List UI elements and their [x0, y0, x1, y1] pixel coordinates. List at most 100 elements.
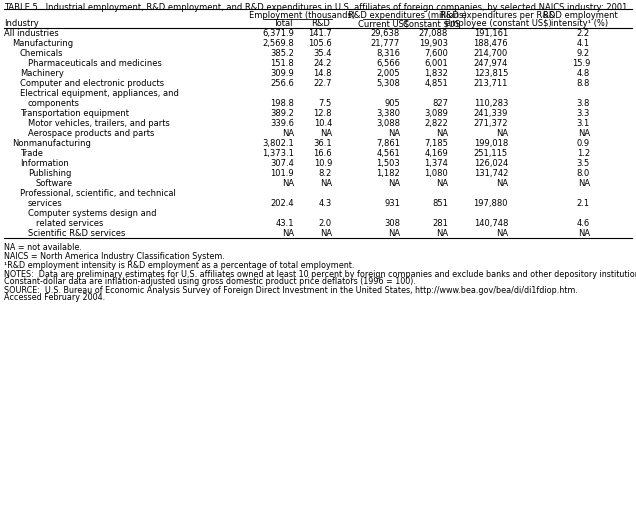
Text: 202.4: 202.4 [270, 199, 294, 208]
Text: R&D employment: R&D employment [543, 11, 618, 20]
Text: 7,600: 7,600 [424, 49, 448, 58]
Text: Nonmanufacturing: Nonmanufacturing [12, 139, 91, 148]
Text: 214,700: 214,700 [474, 49, 508, 58]
Text: 931: 931 [384, 199, 400, 208]
Text: NA: NA [496, 129, 508, 138]
Text: 389.2: 389.2 [270, 109, 294, 118]
Text: 126,024: 126,024 [474, 159, 508, 168]
Text: All industries: All industries [4, 29, 59, 38]
Text: 8.0: 8.0 [577, 169, 590, 178]
Text: 281: 281 [432, 219, 448, 228]
Text: 27,088: 27,088 [418, 29, 448, 38]
Text: 2.1: 2.1 [577, 199, 590, 208]
Text: 8,316: 8,316 [376, 49, 400, 58]
Text: NA: NA [282, 179, 294, 188]
Text: 6,371.9: 6,371.9 [262, 29, 294, 38]
Text: 12.8: 12.8 [314, 109, 332, 118]
Text: components: components [28, 99, 80, 108]
Text: 905: 905 [384, 99, 400, 108]
Text: 191,161: 191,161 [474, 29, 508, 38]
Text: Aerospace products and parts: Aerospace products and parts [28, 129, 155, 138]
Text: NA: NA [320, 179, 332, 188]
Text: 3.3: 3.3 [577, 109, 590, 118]
Text: 197,880: 197,880 [473, 199, 508, 208]
Text: 19,903: 19,903 [419, 39, 448, 48]
Text: 1,373.1: 1,373.1 [262, 149, 294, 158]
Text: NA: NA [436, 229, 448, 238]
Text: 385.2: 385.2 [270, 49, 294, 58]
Text: 3,380: 3,380 [376, 109, 400, 118]
Text: 21,777: 21,777 [371, 39, 400, 48]
Text: Constant-dollar data are inflation-adjusted using gross domestic product price d: Constant-dollar data are inflation-adjus… [4, 277, 416, 286]
Text: 4.8: 4.8 [577, 69, 590, 78]
Text: Publishing: Publishing [28, 169, 71, 178]
Text: 105.6: 105.6 [308, 39, 332, 48]
Text: 309.9: 309.9 [270, 69, 294, 78]
Text: TABLE 5.  Industrial employment, R&D employment, and R&D expenditures in U.S. af: TABLE 5. Industrial employment, R&D empl… [4, 3, 627, 12]
Text: NA: NA [282, 229, 294, 238]
Text: Transportation equipment: Transportation equipment [20, 109, 129, 118]
Text: 3.8: 3.8 [577, 99, 590, 108]
Text: 3,802.1: 3,802.1 [262, 139, 294, 148]
Text: 198.8: 198.8 [270, 99, 294, 108]
Text: NA: NA [578, 129, 590, 138]
Text: 110,283: 110,283 [474, 99, 508, 108]
Text: NAICS = North America Industry Classification System.: NAICS = North America Industry Classific… [4, 252, 225, 261]
Text: 10.9: 10.9 [314, 159, 332, 168]
Text: 123,815: 123,815 [474, 69, 508, 78]
Text: 256.6: 256.6 [270, 79, 294, 88]
Text: NA: NA [496, 229, 508, 238]
Text: 35.4: 35.4 [314, 49, 332, 58]
Text: Industry: Industry [4, 20, 39, 28]
Text: R&D: R&D [312, 20, 331, 28]
Text: Employment (thousands): Employment (thousands) [249, 11, 355, 20]
Text: 7,185: 7,185 [424, 139, 448, 148]
Text: Software: Software [36, 179, 73, 188]
Text: 7.5: 7.5 [319, 99, 332, 108]
Text: Professional, scientific, and technical: Professional, scientific, and technical [20, 189, 176, 198]
Text: related services: related services [36, 219, 104, 228]
Text: Constant $US: Constant $US [403, 20, 460, 28]
Text: Manufacturing: Manufacturing [12, 39, 73, 48]
Text: 4,851: 4,851 [424, 79, 448, 88]
Text: 4.6: 4.6 [577, 219, 590, 228]
Text: Computer systems design and: Computer systems design and [28, 209, 156, 218]
Text: 4.1: 4.1 [577, 39, 590, 48]
Text: 2,005: 2,005 [377, 69, 400, 78]
Text: 2,822: 2,822 [424, 119, 448, 128]
Text: 247,974: 247,974 [474, 59, 508, 68]
Text: NA: NA [282, 129, 294, 138]
Text: 8.2: 8.2 [319, 169, 332, 178]
Text: 188,476: 188,476 [473, 39, 508, 48]
Text: 213,711: 213,711 [474, 79, 508, 88]
Text: services: services [28, 199, 63, 208]
Text: 827: 827 [432, 99, 448, 108]
Text: NA: NA [320, 229, 332, 238]
Text: 251,115: 251,115 [474, 149, 508, 158]
Text: 3,089: 3,089 [424, 109, 448, 118]
Text: employee (constant US$): employee (constant US$) [445, 20, 551, 28]
Text: 131,742: 131,742 [474, 169, 508, 178]
Text: Electrical equipment, appliances, and: Electrical equipment, appliances, and [20, 89, 179, 98]
Text: 0.9: 0.9 [577, 139, 590, 148]
Text: 24.2: 24.2 [314, 59, 332, 68]
Text: R&D expenditures (millions): R&D expenditures (millions) [348, 11, 466, 20]
Text: Pharmaceuticals and medicines: Pharmaceuticals and medicines [28, 59, 162, 68]
Text: 339.6: 339.6 [270, 119, 294, 128]
Text: 10.4: 10.4 [314, 119, 332, 128]
Text: 851: 851 [432, 199, 448, 208]
Text: 241,339: 241,339 [474, 109, 508, 118]
Text: R&D expenditures per R&D: R&D expenditures per R&D [440, 11, 556, 20]
Text: 1.2: 1.2 [577, 149, 590, 158]
Text: 36.1: 36.1 [314, 139, 332, 148]
Text: NA: NA [578, 229, 590, 238]
Text: 1,080: 1,080 [424, 169, 448, 178]
Text: Total: Total [273, 20, 293, 28]
Text: 141.7: 141.7 [308, 29, 332, 38]
Text: 7,861: 7,861 [376, 139, 400, 148]
Text: 2.0: 2.0 [319, 219, 332, 228]
Text: 5,308: 5,308 [376, 79, 400, 88]
Text: Machinery: Machinery [20, 69, 64, 78]
Text: 43.1: 43.1 [275, 219, 294, 228]
Text: 1,374: 1,374 [424, 159, 448, 168]
